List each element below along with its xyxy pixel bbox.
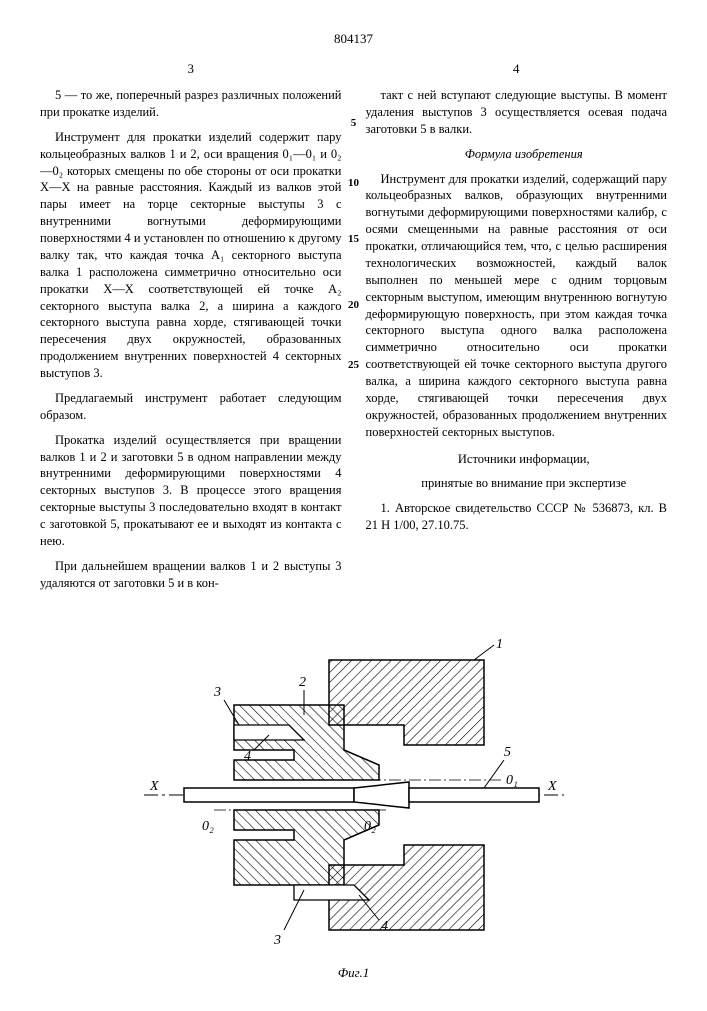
label-4-bottom: 4 bbox=[381, 919, 388, 934]
line-number-15: 15 bbox=[348, 232, 359, 247]
right-p1: такт с ней вступают следующие выступы. В… bbox=[366, 87, 668, 138]
left-p3: Предлагаемый инструмент работает следующ… bbox=[40, 390, 342, 424]
label-4-top: 4 bbox=[244, 749, 251, 764]
right-col-number: 4 bbox=[366, 60, 668, 78]
sources-title: Источники информации, bbox=[366, 451, 668, 468]
sources-sub: принятые во внимание при экспертизе bbox=[366, 475, 668, 492]
claims-title: Формула изобретения bbox=[366, 146, 668, 163]
label-2: 2 bbox=[299, 675, 306, 690]
left-column: 3 5 — то же, поперечный разрез различных… bbox=[40, 60, 342, 600]
label-3-bottom: 3 bbox=[273, 933, 281, 948]
columns-wrapper: 3 5 — то же, поперечный разрез различных… bbox=[40, 60, 667, 600]
left-col-number: 3 bbox=[40, 60, 342, 78]
line-number-20: 20 bbox=[348, 298, 359, 313]
figure-svg: X X bbox=[144, 630, 564, 960]
line-number-5: 5 bbox=[351, 116, 357, 131]
line-number-10: 10 bbox=[348, 176, 359, 191]
line-number-25: 25 bbox=[348, 358, 359, 373]
left-p4: Прокатка изделий осуществляется при вращ… bbox=[40, 432, 342, 550]
text-columns: 3 5 — то же, поперечный разрез различных… bbox=[40, 60, 667, 600]
label-5: 5 bbox=[504, 745, 511, 760]
source-1: 1. Авторское свидетельство СССР № 536873… bbox=[366, 500, 668, 534]
axis-x-left: X bbox=[149, 779, 159, 794]
right-p2: Инструмент для прокатки изделий, содержа… bbox=[366, 171, 668, 441]
left-p2: Инструмент для прокатки изделий содержит… bbox=[40, 129, 342, 382]
left-p1: 5 — то же, поперечный разрез различных п… bbox=[40, 87, 342, 121]
label-o2-right: 0₂ bbox=[364, 819, 376, 834]
label-o1: 0₁ bbox=[506, 773, 518, 788]
left-p5: При дальнейшем вращении валков 1 и 2 выс… bbox=[40, 558, 342, 592]
figure-1: X X bbox=[40, 630, 667, 982]
axis-x-right: X bbox=[547, 779, 557, 794]
patent-number: 804137 bbox=[40, 30, 667, 48]
label-3: 3 bbox=[213, 685, 221, 700]
label-o2-left: 0₂ bbox=[202, 819, 214, 834]
label-1: 1 bbox=[496, 637, 503, 652]
figure-caption: Фиг.1 bbox=[40, 964, 667, 982]
right-column: 4 такт с ней вступают следующие выступы.… bbox=[366, 60, 668, 600]
